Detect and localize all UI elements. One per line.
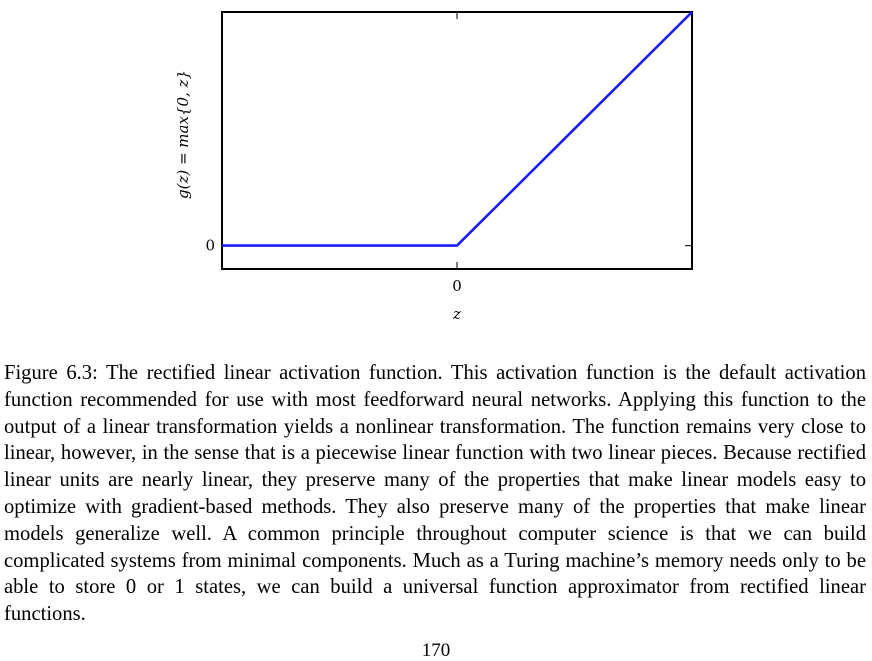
- y-tick-label: 0: [205, 237, 215, 255]
- relu-chart: 0 0 z g(z) = max{0, z}: [174, 11, 693, 323]
- page-number: 170: [421, 640, 451, 661]
- figure-caption: Figure 6.3: The rectified linear activat…: [4, 362, 866, 626]
- y-axis-label: g(z) = max{0, z}: [174, 70, 192, 199]
- x-tick-label: 0: [452, 277, 462, 295]
- relu-series-line: [222, 11, 693, 247]
- x-axis-label: z: [452, 305, 461, 323]
- plot-frame: [221, 11, 693, 270]
- relu-figure: 0 0 z g(z) = max{0, z}: [174, 11, 693, 323]
